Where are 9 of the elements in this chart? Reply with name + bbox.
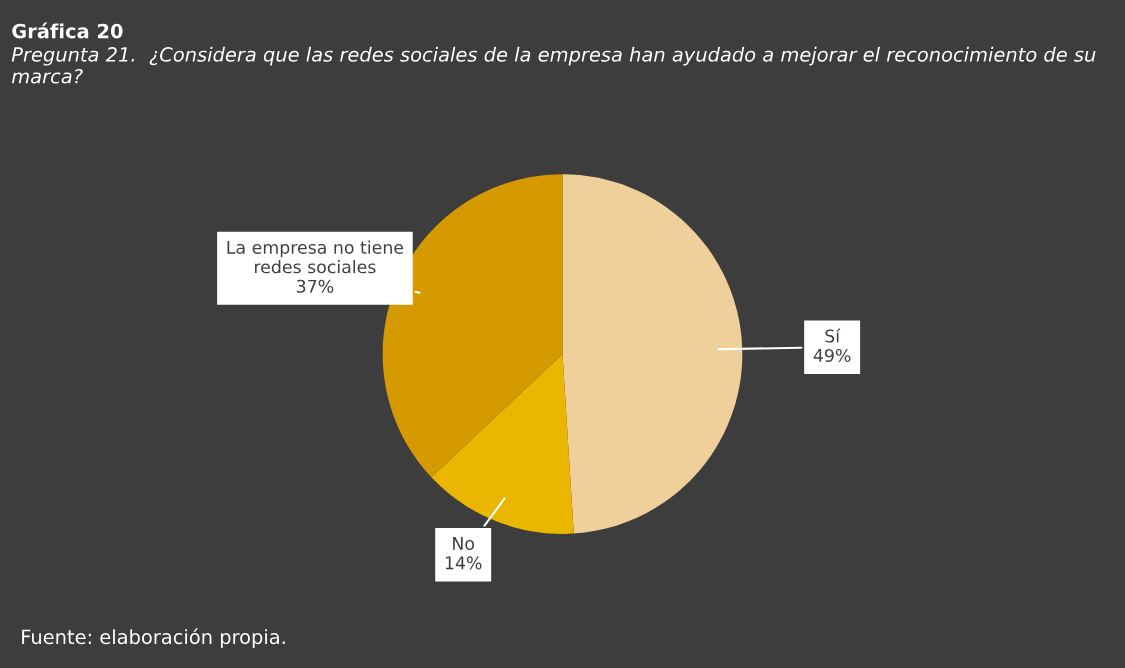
data-label: 49% — [813, 348, 851, 363]
source-note: Fuente: elaboración propia. — [22, 628, 285, 648]
slice-label: La empresa no tiene redes sociales — [227, 240, 404, 274]
chart-subtitle: Pregunta 21. ¿Considera que las redes sociales de la empresa han ayudado a mejorar el reconocimiento de su marca? — [11, 46, 1096, 84]
data-label: 37% — [296, 279, 334, 293]
text: Gráfica 20 — [12, 22, 123, 39]
slice-label: No — [453, 537, 475, 551]
slice-label: Sí — [825, 328, 841, 343]
data-label: 14% — [445, 556, 482, 570]
